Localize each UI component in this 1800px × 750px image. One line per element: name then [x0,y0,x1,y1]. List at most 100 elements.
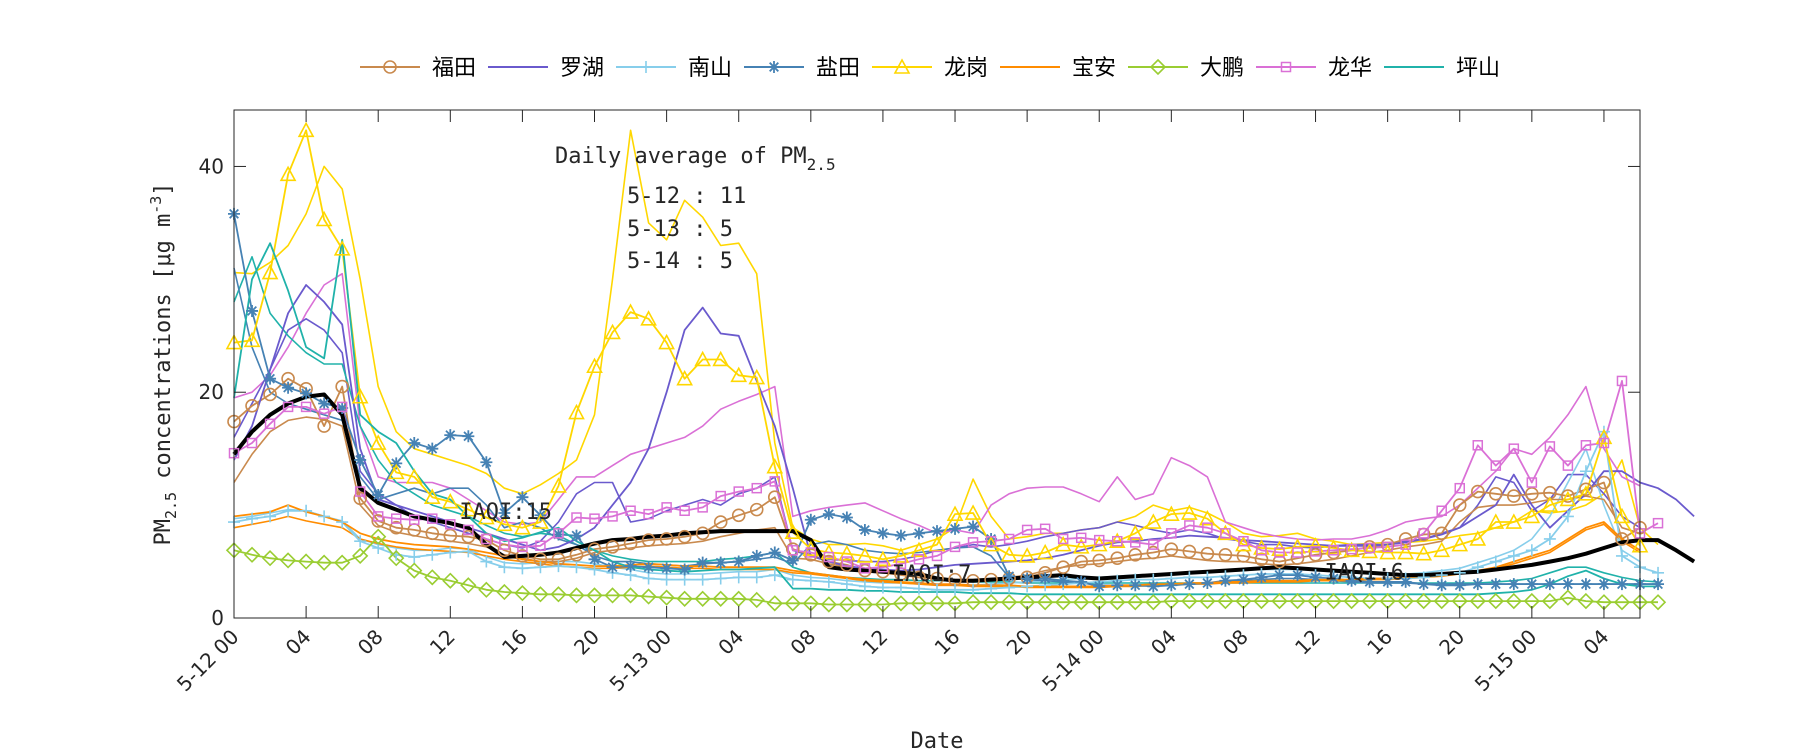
series-3-point-32 [804,513,817,526]
series-4-point-1 [243,331,261,348]
iaqi-label-1: IAQI:7 [892,562,971,587]
series-7-point-76 [1598,437,1610,449]
series-7-point-59 [1292,547,1303,558]
series-0-point-50 [1128,547,1143,562]
series-3-point-56 [1237,573,1250,586]
series-3-point-38 [912,527,925,540]
extra-line-0 [233,129,1659,552]
series-3-point-48 [1093,580,1106,593]
legend-item-1: 罗湖 [488,56,604,81]
series-3-point-69 [1471,578,1484,591]
series-3-point-50 [1129,579,1142,592]
series-3-point-62 [1345,574,1358,587]
series-7-point-12 [445,519,456,530]
series-0-point-26 [695,526,710,541]
series-6-point-12 [442,572,459,589]
series-7-point-55 [1220,528,1231,539]
series-6-point-3 [279,552,297,569]
series-7-point-33 [823,551,835,563]
series-4-point-22 [622,303,639,319]
series-4-point-23 [640,310,657,326]
series-4-point-75 [1577,485,1595,501]
series-3-point-21 [606,561,619,574]
series-6-point-62 [1343,592,1360,610]
series-3-point-51 [1147,580,1160,593]
series-4-point-19 [568,403,585,420]
legend-label-4: 龙岗 [944,56,988,81]
series-6-point-54 [1199,592,1216,610]
series-3-point-16 [516,491,529,504]
series-6-point-79 [1649,594,1667,611]
series-7-point-41 [967,537,979,548]
series-6-point-5 [315,554,333,571]
series-6-point-24 [658,589,675,606]
legend: 福田 罗湖 南山 盐田 龙岗 宝安 大鹏 龙华 坪山 [360,56,1500,81]
series-3-point-37 [894,529,907,542]
series-0-point-23 [641,533,656,547]
series-0-point-49 [1110,551,1125,565]
series-6-point-4 [297,553,315,570]
series-7-point-19 [571,512,582,523]
series-0-point-53 [1182,544,1197,559]
series-7-point-51 [1148,539,1159,550]
series-6-point-15 [496,583,513,601]
series-4-point-65 [1397,543,1415,560]
series-4-point-68 [1451,535,1469,552]
series-3-point-41 [967,520,980,533]
series-3-point-13 [462,430,475,443]
series-7-point-7 [354,486,366,497]
series-0-point-67 [1434,526,1449,541]
series-7-point-44 [1021,524,1033,536]
series-0-point-68 [1452,498,1467,512]
series-4-point-39 [928,535,946,552]
series-4-point-56 [1235,535,1252,552]
series-6-point-74 [1559,589,1577,606]
series-3-point-31 [786,554,799,567]
legend-marker-7 [1280,61,1292,73]
series-6-point-46 [1055,594,1072,611]
series-4-point-7 [351,388,369,404]
series-3-point-53 [1183,578,1196,591]
series-6-point-66 [1415,592,1432,610]
series-7-point-22 [625,505,636,517]
series-2-point-2 [264,510,277,523]
legend-label-8: 坪山 [1456,56,1500,81]
series-3-point-33 [822,508,835,521]
series-4-point-9 [387,463,405,480]
series-3-point-76 [1597,578,1610,591]
series-6-point-43 [1000,594,1018,611]
series-0-point-29 [749,502,764,517]
series-7-point-27 [715,490,726,502]
series-0-point-11 [425,526,440,541]
series-2-point-32 [804,574,817,587]
series-4-point-30 [766,458,784,474]
series-6-point-19 [568,587,585,604]
series-6-point-67 [1433,592,1450,610]
series-6-point-75 [1577,592,1595,610]
series-7-point-75 [1580,440,1592,451]
series-0-point-22 [623,536,638,551]
series-7-point-4 [300,401,312,413]
series-7-point-62 [1346,543,1357,555]
series-4-point-25 [676,369,693,386]
series-3-point-73 [1543,578,1556,591]
average-line [232,392,1696,583]
series-7-point-73 [1544,441,1556,452]
series-3-point-20 [588,553,601,566]
series-0-point-76 [1597,475,1611,490]
series-0-point-2 [263,387,277,402]
series-4-point-52 [1162,505,1180,521]
series-3-point-9 [390,457,403,470]
series-7-point-26 [697,502,708,513]
series-4-point-77 [1613,507,1631,524]
series-3-point-15 [498,507,511,520]
series-3-point-60 [1309,571,1322,584]
series-3-point-6 [336,402,349,415]
series-6-point-25 [676,590,693,607]
series-0-point-19 [569,547,584,562]
series-4-point-28 [730,366,748,383]
series-2-point-4 [300,504,313,517]
series-7-point-60 [1310,546,1321,557]
series-0-point-46 [1056,560,1070,575]
series-0-point-60 [1308,547,1323,562]
